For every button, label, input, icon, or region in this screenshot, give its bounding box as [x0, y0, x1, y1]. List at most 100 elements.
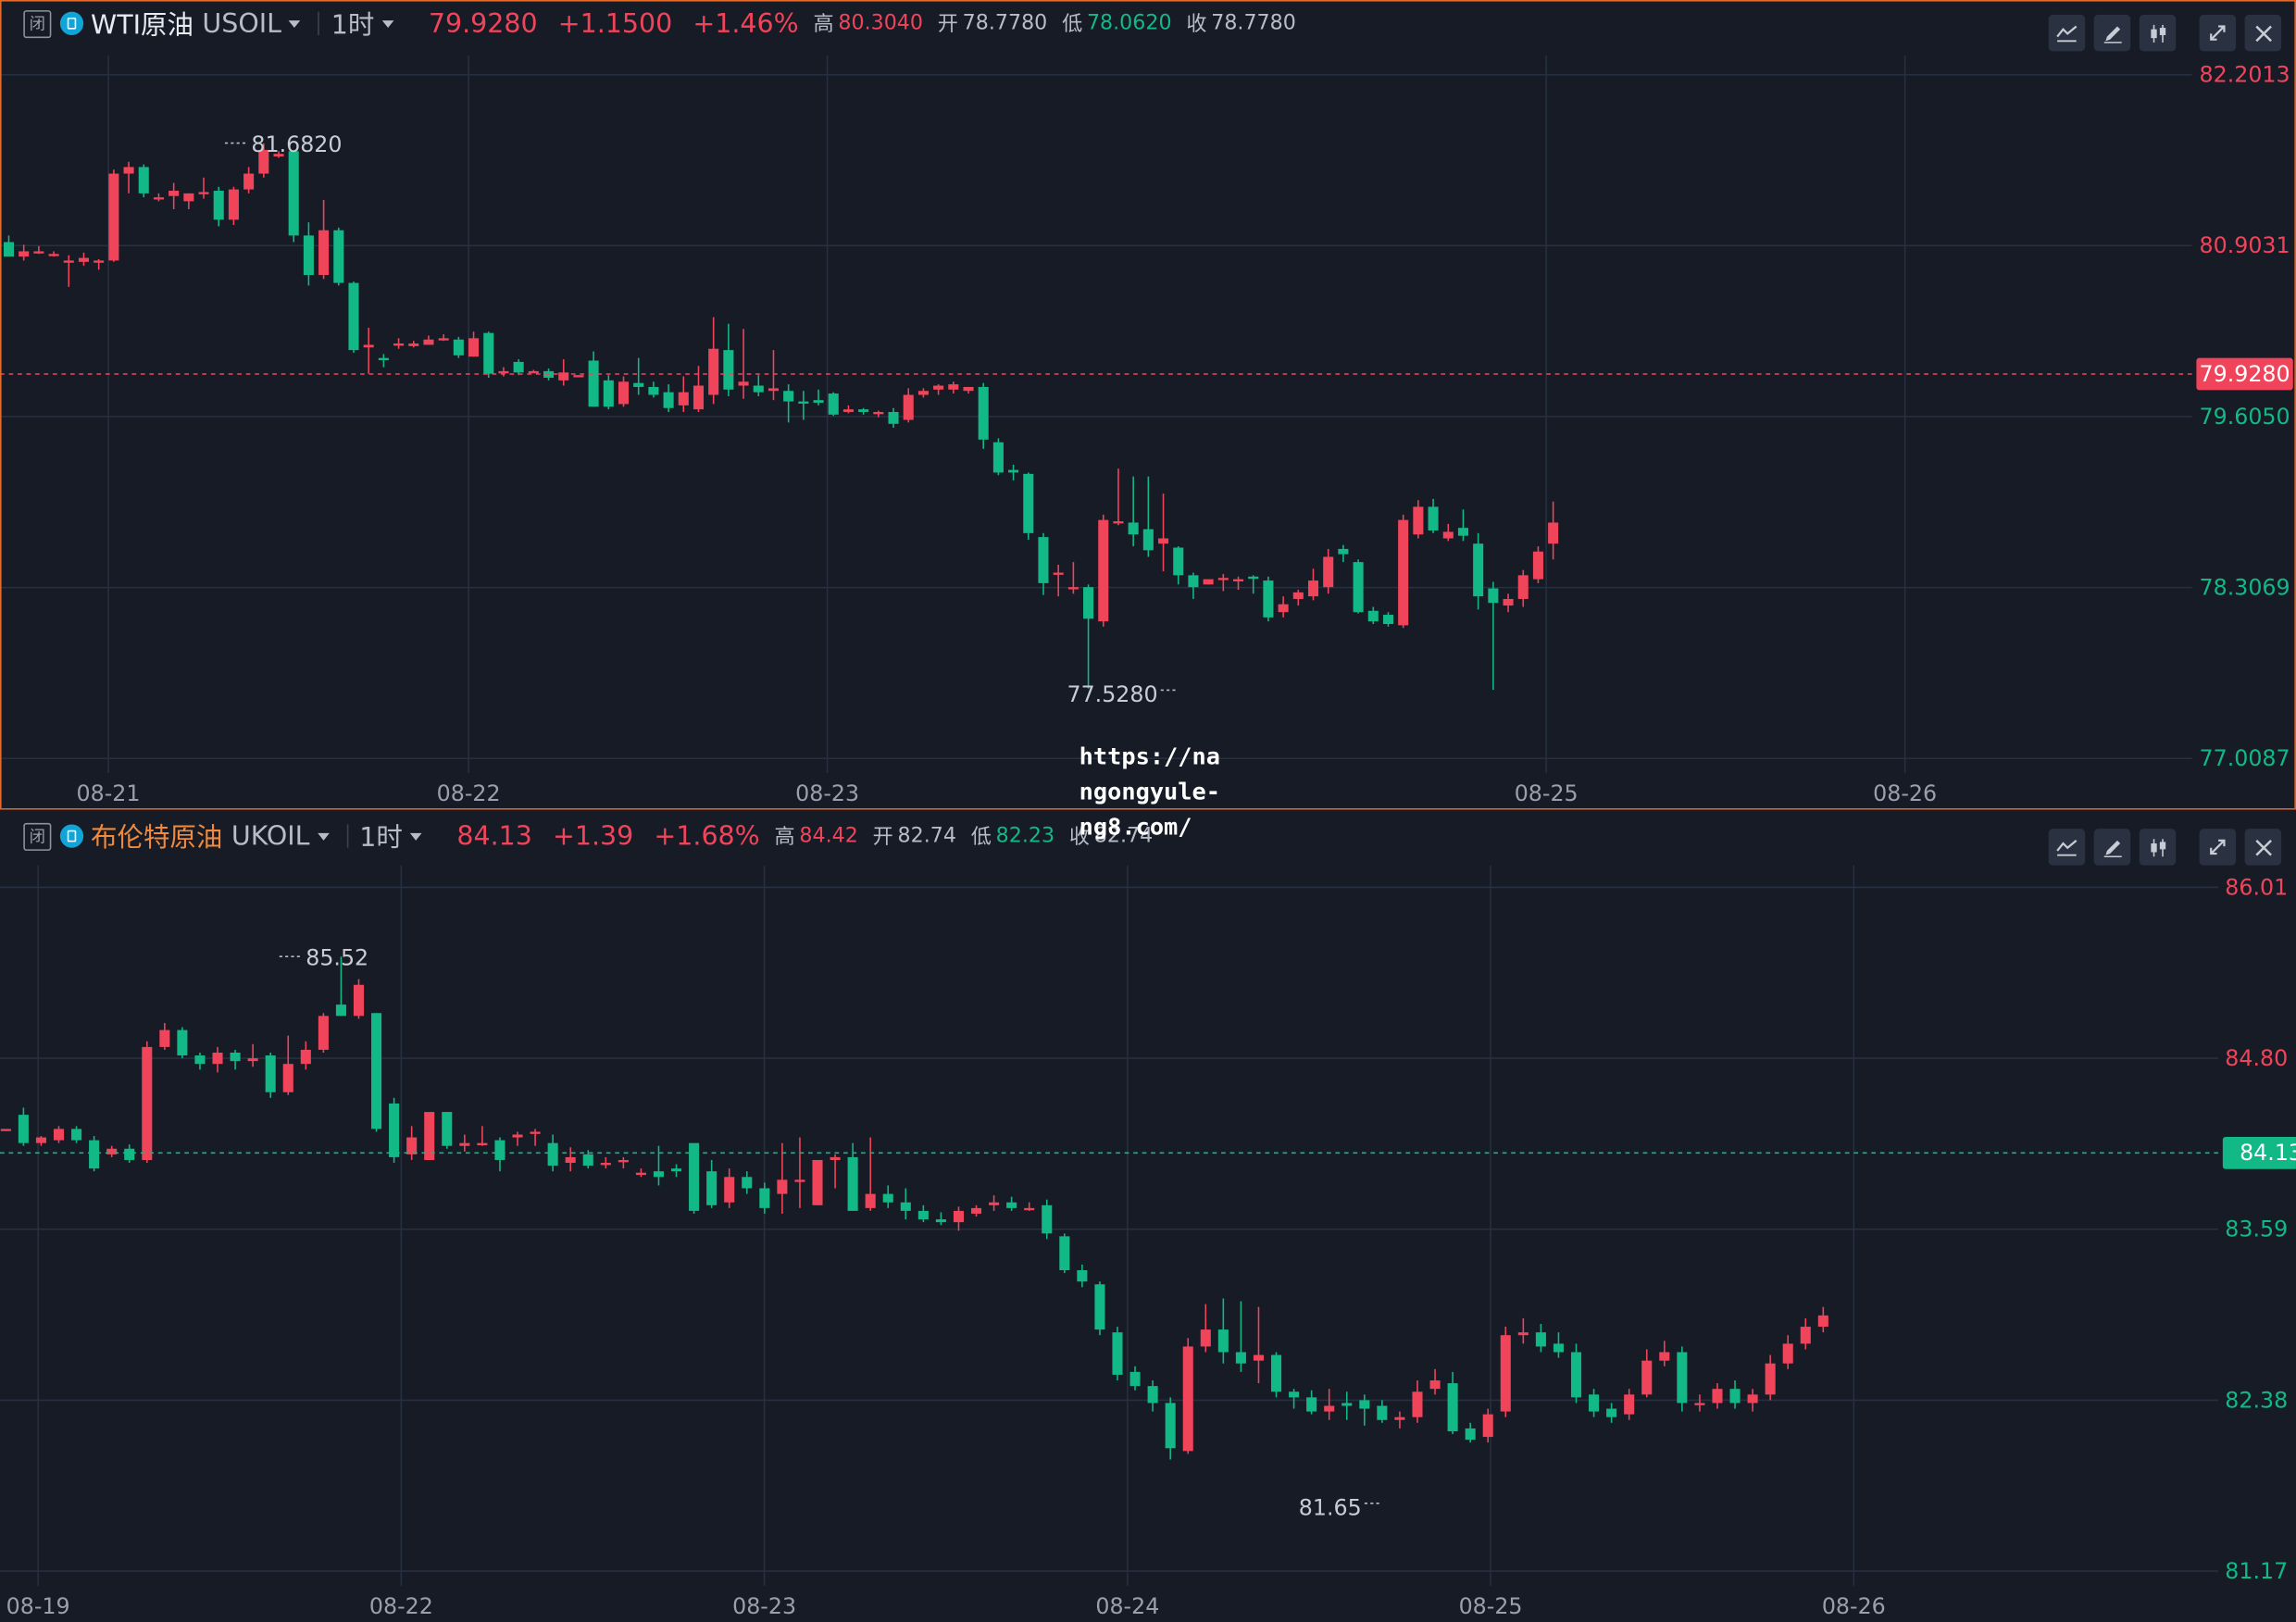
candle-body [282, 1064, 293, 1092]
candle [1173, 546, 1184, 585]
candle [1553, 1332, 1564, 1358]
candle [1077, 1264, 1088, 1288]
candle-body [0, 1129, 11, 1131]
candle [963, 386, 974, 394]
candle-body [1270, 1354, 1282, 1392]
indicator-icon[interactable] [2048, 829, 2086, 866]
candle-body [198, 192, 209, 194]
expand-icon[interactable] [2199, 829, 2237, 866]
candle [177, 1027, 188, 1059]
candle-body [648, 386, 659, 395]
candle-style-icon[interactable] [2139, 829, 2177, 866]
candle-body [63, 260, 74, 263]
draw-icon[interactable] [2093, 829, 2131, 866]
chevron-down-icon[interactable] [409, 832, 422, 841]
wti-candlestick-chart[interactable]: 82.2013 80.9031 79.6050 78.3069 77.0087 79.92… [0, 0, 2296, 810]
x-tick-label: 08-23 [732, 1593, 796, 1619]
candle [1235, 1301, 1246, 1372]
candle-body [483, 332, 494, 374]
chevron-down-icon[interactable] [288, 19, 301, 28]
candle [1677, 1346, 1688, 1412]
symbol-code[interactable]: UKOIL [231, 820, 310, 852]
chevron-down-icon[interactable] [317, 832, 330, 841]
candle-body [759, 1188, 770, 1208]
candle-body [618, 381, 630, 405]
candle-body [438, 338, 449, 341]
y-tick-label: 82.2013 [2200, 62, 2290, 88]
candle [1024, 1202, 1035, 1211]
price-change: +1.39 [553, 820, 634, 852]
x-tick-label: 08-25 [1515, 780, 1578, 806]
candle-body [794, 1179, 805, 1182]
symbol-code[interactable]: USOIL [202, 7, 282, 39]
candle [1038, 532, 1049, 595]
max-price-label: 85.52 [306, 945, 368, 971]
candle [600, 1156, 611, 1169]
candle [693, 366, 705, 412]
price-change: +1.1500 [557, 7, 673, 39]
candle-body [1278, 604, 1289, 613]
symbol-icon [59, 824, 84, 848]
candle [273, 151, 284, 158]
brent-candlestick-chart[interactable]: 86.01 84.80 83.59 82.38 81.17 84.13 08-19 08-22… [0, 810, 2296, 1622]
candle [1659, 1341, 1670, 1366]
candle-body [935, 1219, 946, 1223]
candle [933, 384, 944, 395]
candle-body [1165, 1403, 1176, 1449]
candle [528, 369, 539, 374]
candle [123, 161, 134, 193]
timeframe-select[interactable]: 1时 [359, 822, 403, 855]
indicator-icon[interactable] [2048, 14, 2086, 52]
symbol-name[interactable]: WTI原油 [91, 10, 193, 42]
candle-body [389, 1103, 400, 1157]
candle [1217, 1298, 1229, 1364]
candle [247, 1043, 258, 1067]
symbol-name[interactable]: 布伦特原油 [91, 822, 223, 855]
candle-body [159, 1029, 170, 1047]
candle [371, 1013, 382, 1132]
candle [724, 1168, 735, 1208]
candle-body [353, 984, 365, 1017]
candle-style-icon[interactable] [2139, 14, 2177, 52]
timeframe-select[interactable]: 1时 [331, 10, 375, 42]
candle-body [243, 173, 255, 190]
y-tick-label: 84.80 [2225, 1045, 2288, 1071]
candle-body [953, 1210, 965, 1223]
candle-body [858, 409, 869, 412]
candle-body [1053, 572, 1064, 575]
candle [1606, 1403, 1617, 1423]
wti-chart-panel[interactable]: 82.2013 80.9031 79.6050 78.3069 77.0087 79.92… [0, 0, 2296, 810]
draw-icon[interactable] [2093, 14, 2131, 52]
candle-body [588, 360, 599, 407]
candle [468, 331, 480, 357]
candle-body [1147, 1386, 1158, 1404]
expand-icon[interactable] [2199, 14, 2237, 52]
last-price-badge-label: 84.13 [2240, 1140, 2296, 1166]
candle [423, 335, 434, 345]
brent-chart-panel[interactable]: 86.01 84.80 83.59 82.38 81.17 84.13 08-19 08-22… [0, 809, 2296, 1622]
candle [89, 1136, 100, 1172]
close-icon[interactable] [2244, 829, 2282, 866]
close-icon[interactable] [2244, 14, 2282, 52]
candle-body [123, 167, 134, 174]
candle [1517, 569, 1529, 607]
candle-body [1129, 1371, 1141, 1387]
candle [671, 1164, 682, 1178]
x-tick-label: 08-26 [1873, 780, 1937, 806]
candle-body [335, 1004, 346, 1017]
candle [948, 381, 959, 394]
chevron-down-icon[interactable] [381, 19, 393, 28]
candle-body [1500, 1335, 1511, 1412]
close-value: 78.7780 [1211, 11, 1296, 35]
candle [183, 193, 194, 209]
candle-body [1482, 1414, 1493, 1438]
candle-body [19, 251, 30, 257]
candle-body [258, 149, 269, 174]
candle [378, 354, 389, 368]
candle [243, 167, 255, 193]
candle [393, 338, 405, 349]
candle [1517, 1317, 1529, 1344]
candle [1128, 476, 1139, 547]
max-price-label: 81.6820 [251, 131, 342, 157]
